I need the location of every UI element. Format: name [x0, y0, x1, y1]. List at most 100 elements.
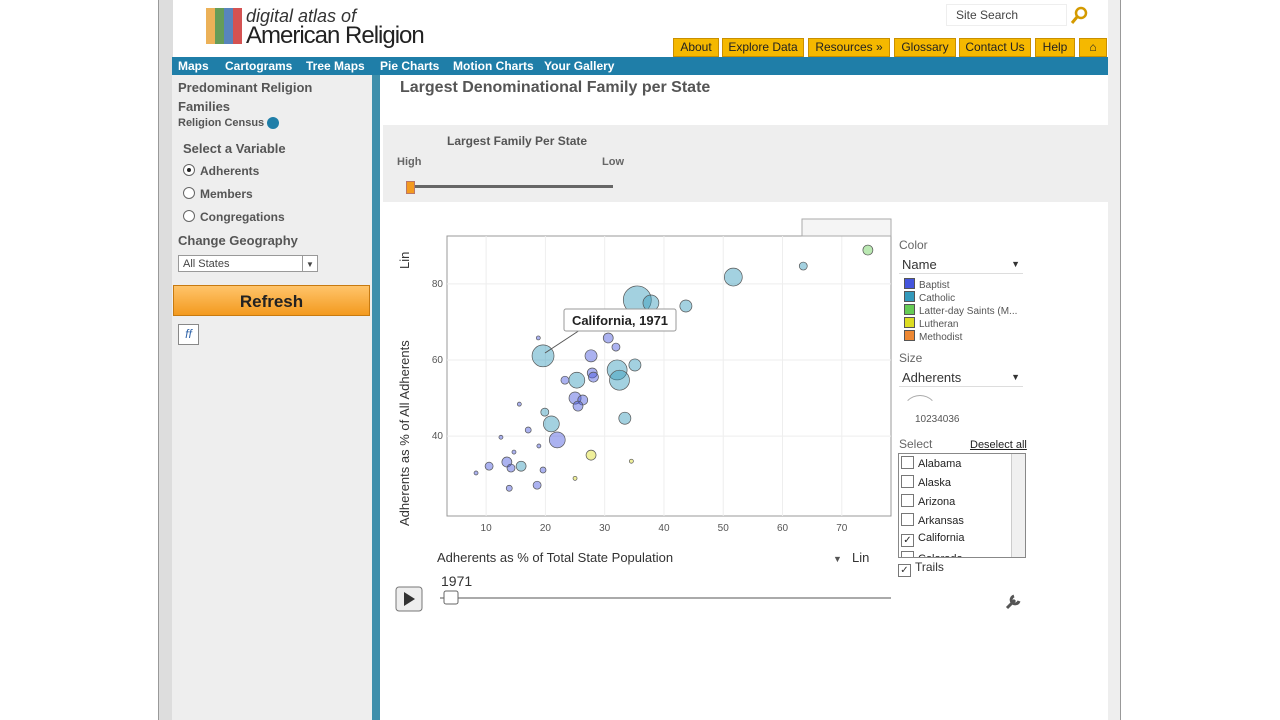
tab[interactable]: Your Gallery [544, 59, 615, 73]
nav-button[interactable]: Glossary [894, 38, 956, 57]
bubble [586, 367, 598, 379]
radio[interactable] [183, 164, 195, 176]
right-border [1108, 0, 1121, 720]
legend-label: Catholic [919, 293, 956, 304]
scrollbar[interactable] [1011, 454, 1025, 557]
slider-high: High [397, 156, 422, 168]
radio[interactable] [183, 187, 195, 199]
x-tick-label: 40 [658, 523, 670, 534]
x-tick-label: 60 [777, 523, 789, 534]
legend-item: Methodist [904, 330, 962, 343]
deselect-all[interactable]: Deselect all [970, 439, 1027, 451]
state-label: Alaska [918, 477, 952, 489]
state-option[interactable]: ✓ California [901, 532, 964, 547]
state-option[interactable]: Arkansas [901, 513, 964, 527]
select-heading: Select [899, 437, 933, 451]
bubble [515, 460, 527, 472]
legend-swatch [904, 317, 915, 328]
left-border [158, 0, 173, 720]
y-axis-label: Adherents as % of All Adherents [397, 340, 412, 526]
ff-icon[interactable]: ff [178, 324, 199, 345]
settings-icon[interactable] [1004, 593, 1022, 611]
bubble [618, 411, 632, 425]
bubble [679, 299, 693, 313]
variable-label: Congregations [200, 210, 285, 224]
bubble [540, 407, 550, 417]
y-scale: Lin [397, 252, 412, 269]
x-tick-label: 20 [540, 523, 552, 534]
plot-area [446, 235, 892, 517]
state-option[interactable]: Alaska [901, 475, 951, 489]
trails[interactable]: ✓ Trails [898, 560, 944, 577]
state-option[interactable]: Colorado [901, 551, 963, 557]
search-icon[interactable] [1070, 5, 1090, 25]
radio[interactable] [183, 210, 195, 222]
bubble [568, 371, 586, 389]
tab[interactable]: Tree Maps [306, 59, 365, 73]
bubble [606, 359, 628, 381]
x-tick-label: 30 [599, 523, 611, 534]
color-heading: Color [899, 238, 928, 252]
logo-line1: digital atlas of [246, 6, 357, 26]
legend-swatch [904, 278, 915, 289]
slider-title: Largest Family Per State [447, 134, 588, 148]
state-label: Colorado [918, 553, 963, 557]
tooltip-box [563, 308, 677, 332]
nav-button[interactable]: About [673, 38, 719, 57]
y-tick-label: 40 [432, 431, 444, 442]
bubble [511, 449, 517, 455]
bubble [505, 484, 513, 492]
tab[interactable]: Pie Charts [380, 59, 440, 73]
tab[interactable]: Motion Charts [453, 59, 534, 73]
source: Religion Census [178, 117, 280, 129]
refresh-button[interactable]: Refresh [173, 285, 370, 316]
nav-button[interactable]: Resources » [808, 38, 890, 57]
bubble [572, 475, 578, 481]
bubble [543, 415, 560, 433]
bubble [629, 458, 634, 464]
bubble [611, 342, 621, 352]
variable-option[interactable]: Congregations [183, 210, 285, 224]
nav-button[interactable]: Contact Us [959, 38, 1031, 57]
variable-label: Members [200, 187, 253, 201]
trails-label: Trails [915, 560, 944, 574]
slider-handle[interactable] [406, 181, 415, 194]
play-icon [404, 592, 415, 606]
home-button[interactable]: ⌂ [1079, 38, 1107, 57]
slider-low: Low [602, 156, 624, 168]
logo [206, 8, 242, 44]
state-option[interactable]: Alabama [901, 456, 961, 470]
sidebar [172, 75, 372, 720]
color-select[interactable]: Name ▼ [899, 255, 1023, 274]
variable-option[interactable]: Members [183, 187, 253, 201]
site-search[interactable]: Site Search [946, 4, 1067, 26]
bubble [506, 463, 516, 473]
size-select[interactable]: Adherents ▼ [899, 368, 1023, 387]
variable-option[interactable]: Adherents [183, 164, 259, 178]
bubble [531, 344, 555, 368]
geography-select[interactable]: All States ▼ [178, 255, 318, 272]
slider-panel [383, 125, 1108, 202]
tab[interactable]: Cartograms [225, 59, 293, 73]
legend-label: Latter-day Saints (M... [919, 306, 1018, 317]
nav-button[interactable]: Help [1035, 38, 1075, 57]
size-value: Adherents [902, 370, 962, 385]
bubble [548, 431, 566, 449]
bubble [588, 371, 599, 383]
state-list: Alabama Alaska Arizona Arkansas ✓California C… [898, 453, 1026, 558]
bubble [572, 400, 584, 412]
y-tick-label: 80 [432, 279, 444, 290]
state-option[interactable]: Arizona [901, 494, 955, 508]
tab[interactable]: Maps [178, 59, 209, 73]
year: 1971 [441, 573, 472, 589]
state-label: Arkansas [918, 515, 964, 527]
bubble [584, 349, 598, 363]
bubble [862, 244, 874, 256]
state-label: Alabama [918, 458, 962, 470]
bubble [628, 358, 642, 372]
logo-line2: American Religion [246, 22, 425, 49]
x-tick-label: 10 [481, 523, 493, 534]
geography-value: All States [183, 258, 230, 270]
nav-button[interactable]: Explore Data [722, 38, 804, 57]
